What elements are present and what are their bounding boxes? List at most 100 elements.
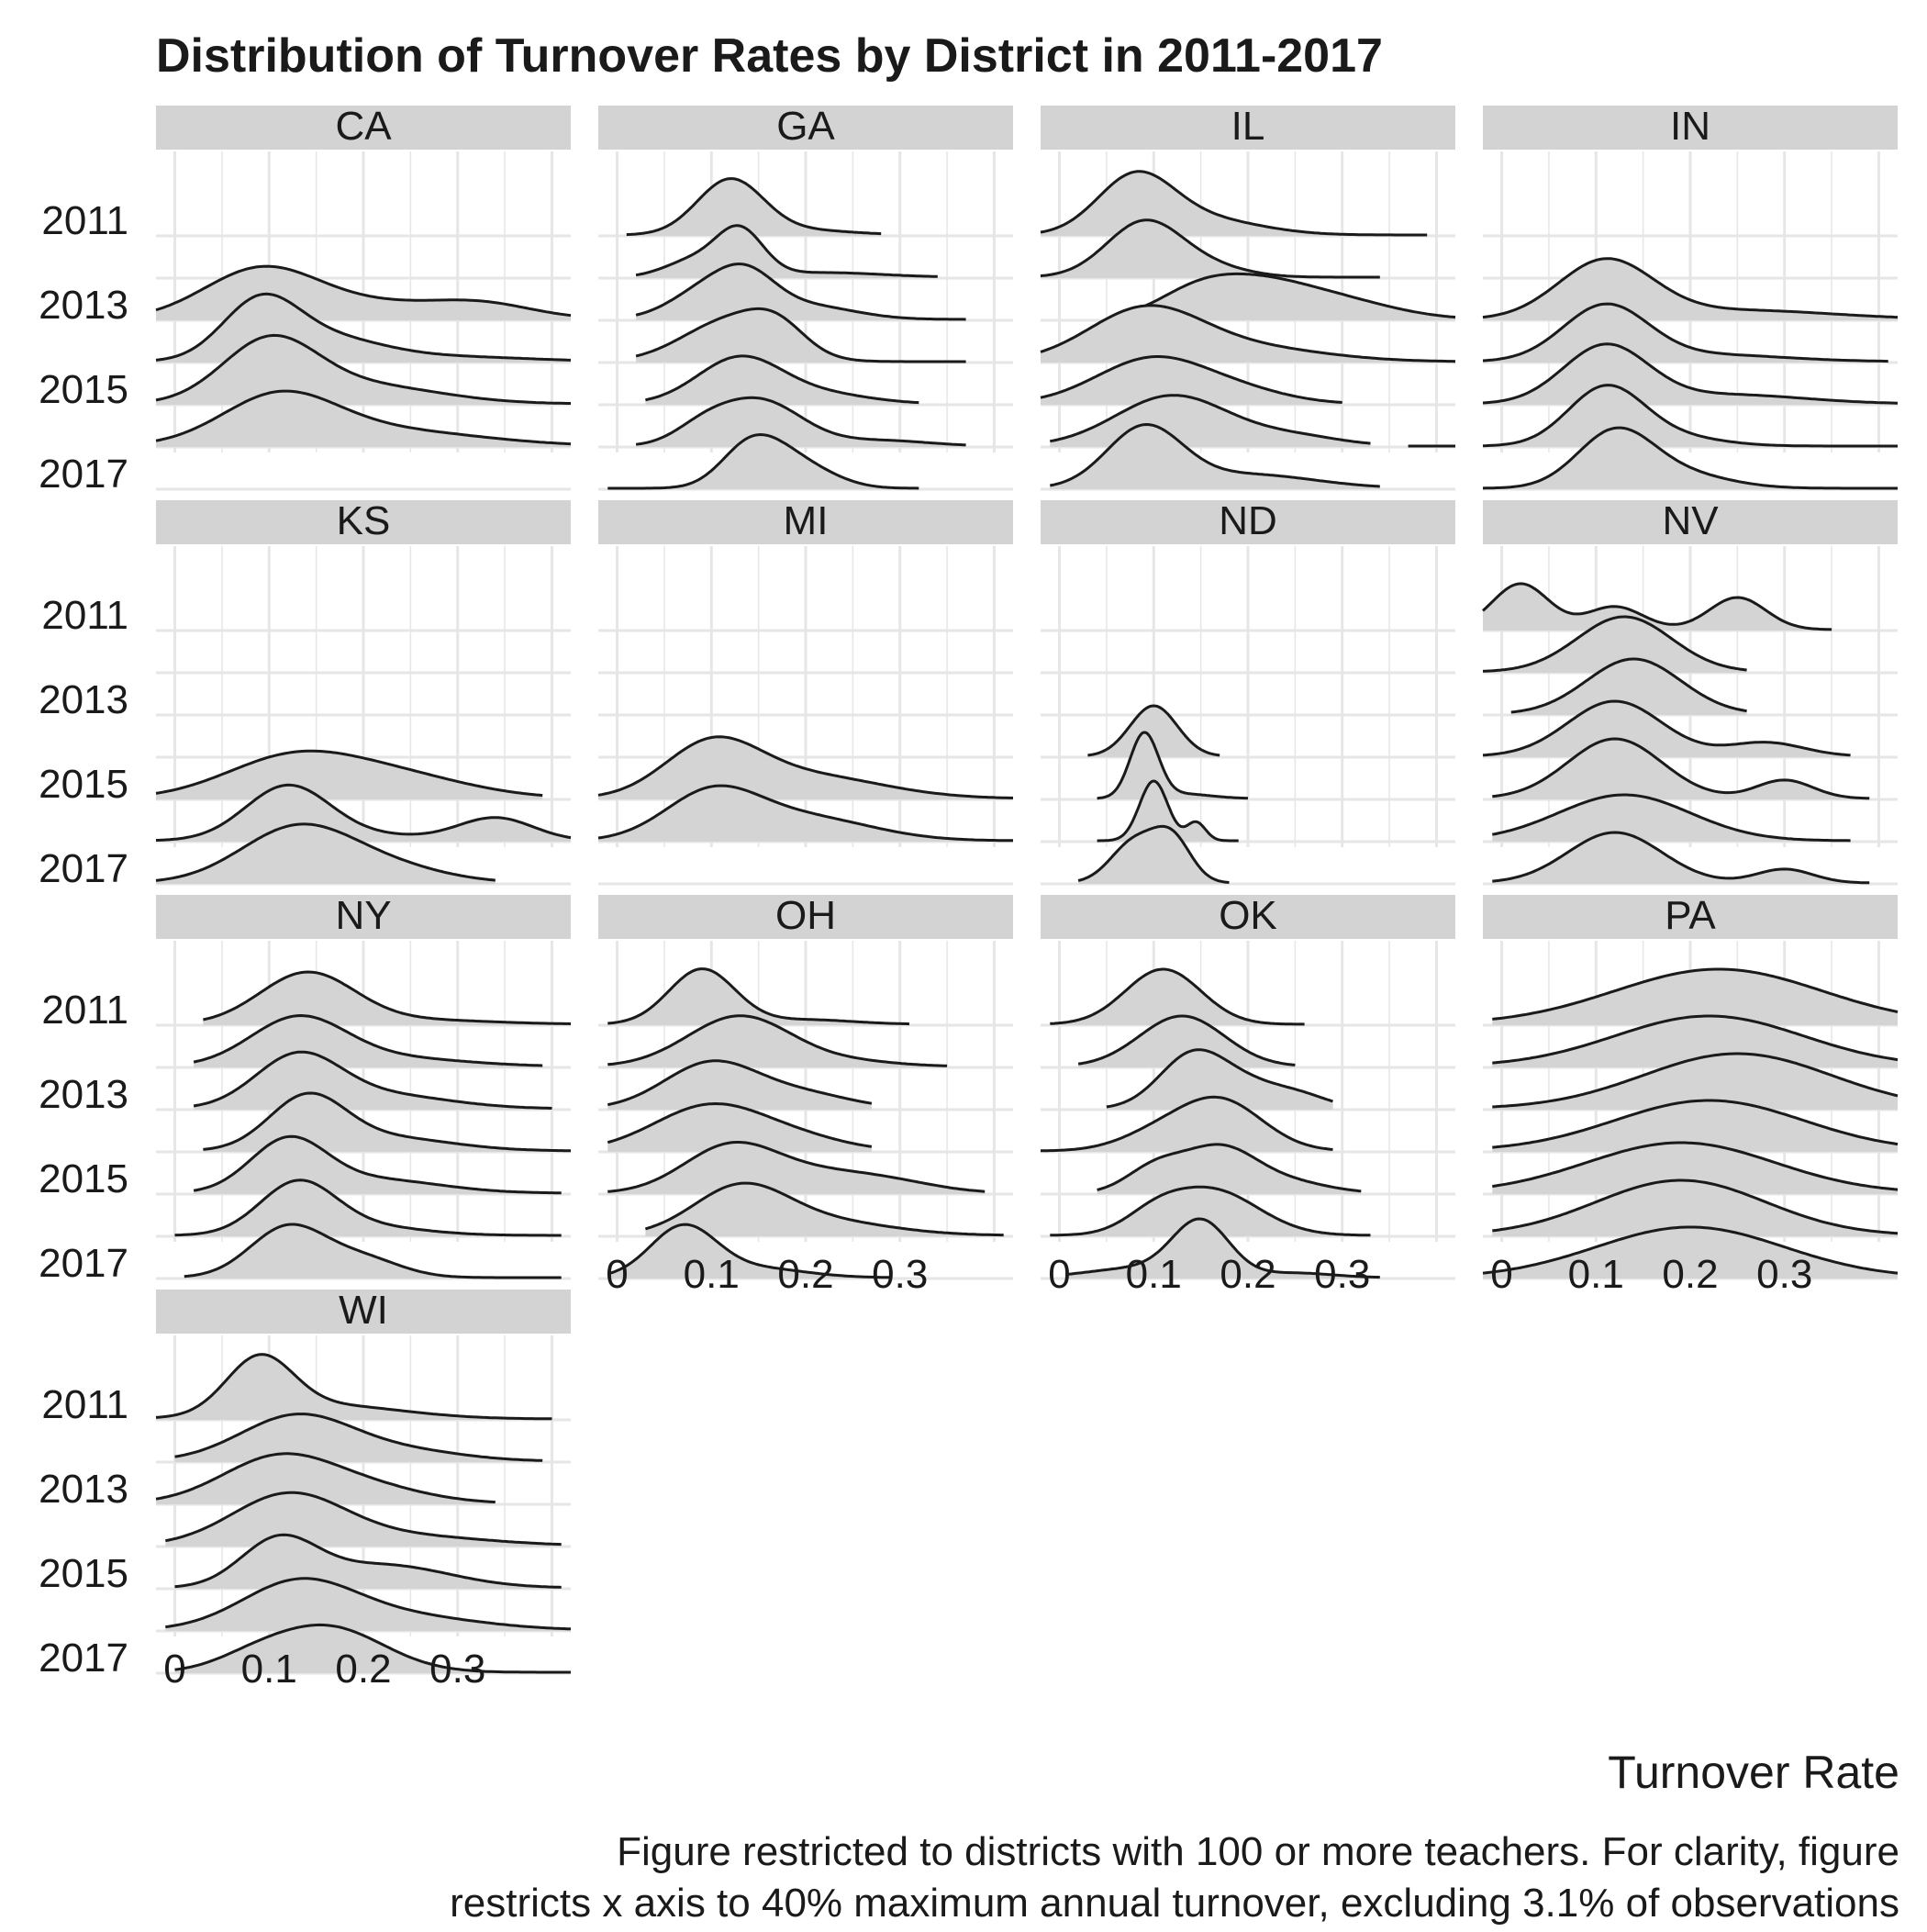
ridge-line-2015 xyxy=(1492,1141,1899,1191)
y-tick-label: 2017 xyxy=(39,846,128,891)
strip-background xyxy=(156,895,571,939)
ridge-area-2012 xyxy=(174,1413,543,1462)
ridge-area-2016 xyxy=(636,397,966,447)
ridge-area-2016 xyxy=(1097,781,1239,842)
ridge-line-2017 xyxy=(1492,831,1870,885)
ridge-line-2017 xyxy=(1050,422,1380,488)
panel-ga: GA xyxy=(598,104,1013,491)
strip-label: PA xyxy=(1665,893,1716,938)
ridge-line-2015 xyxy=(155,333,571,405)
ridge-line-2017 xyxy=(1077,824,1230,884)
strip-label: OK xyxy=(1219,893,1277,938)
ridge-area-2013 xyxy=(607,1060,872,1110)
ridge-area-2015 xyxy=(645,355,919,405)
ridge-area-2016 xyxy=(645,1183,1004,1236)
strip-background xyxy=(598,500,1013,544)
ridge-line-2017 xyxy=(1482,1225,1899,1275)
ridge-area-2011 xyxy=(626,178,882,236)
ridge-area-2016 xyxy=(598,786,1013,842)
ridge-area-2011 xyxy=(1050,969,1305,1025)
ridge-area-2011 xyxy=(1483,583,1832,631)
ridge-line-2016 xyxy=(174,1178,562,1237)
strip-background xyxy=(598,895,1013,939)
strip-label: CA xyxy=(335,104,392,149)
ridge-line-2016 xyxy=(597,784,1013,843)
ridge-line-2017 xyxy=(607,432,919,490)
ridge-line-2011 xyxy=(1492,967,1899,1021)
ridge-line-2013 xyxy=(1106,1048,1333,1109)
ridge-area-2014 xyxy=(1483,304,1888,363)
ridge-line-2014 xyxy=(165,1491,562,1547)
ridge-area-2012 xyxy=(607,1015,948,1067)
x-tick-label: 0 xyxy=(606,1252,628,1297)
ridge-line-2016 xyxy=(1492,1178,1899,1235)
ridge-area-2012 xyxy=(194,1015,543,1067)
x-tick-label: 0.2 xyxy=(777,1252,833,1297)
x-tick-label: 0.1 xyxy=(684,1252,740,1297)
ridge-line-2014 xyxy=(635,307,966,363)
strip-background xyxy=(1041,106,1455,150)
x-tick-label: 0.2 xyxy=(335,1647,391,1692)
ridge-area-2011 xyxy=(1041,171,1428,236)
y-tick-label: 2013 xyxy=(39,1467,128,1512)
ridge-line-2016 xyxy=(155,389,572,446)
ridge-line-2014 xyxy=(1492,1099,1899,1149)
chart-title: Distribution of Turnover Rates by Distri… xyxy=(156,29,1383,83)
ridge-area-2017 xyxy=(1483,1227,1898,1279)
y-tick-label: 2011 xyxy=(41,198,128,243)
ridge-line-2014 xyxy=(1041,1095,1333,1153)
panel-ok: OK 0 0.1 0.2 0.3 xyxy=(1041,893,1455,1297)
ridge-area-2015 xyxy=(607,1142,986,1194)
ridge-area-2016 xyxy=(156,391,571,447)
ridge-line-2014 xyxy=(607,1101,873,1148)
ridge-area-2014 xyxy=(1041,305,1455,363)
ridge-area-2012 xyxy=(1041,219,1380,278)
ridge-line-2014 xyxy=(1482,699,1851,757)
ridge-area-2017 xyxy=(1050,424,1380,489)
ridge-line-2017 xyxy=(1068,1217,1380,1279)
ridge-line-2013 xyxy=(1125,272,1456,319)
ridge-area-2014 xyxy=(165,1492,562,1547)
panel-nd: ND xyxy=(1041,498,1455,886)
ridge-area-2013 xyxy=(194,1052,552,1110)
ridge-area-2014 xyxy=(607,1103,872,1152)
ridge-line-2012 xyxy=(174,1413,543,1462)
ridge-area-2012 xyxy=(636,225,938,278)
ridge-line-2016 xyxy=(1097,779,1239,843)
ridge-area-2013 xyxy=(1125,274,1455,320)
y-tick-label: 2017 xyxy=(39,1636,128,1681)
ridge-line-2014 xyxy=(1087,704,1220,757)
ridge-line-2017 xyxy=(1482,426,1898,490)
x-tick-label: 0.3 xyxy=(429,1647,485,1692)
strip-label: KS xyxy=(337,498,391,543)
ridge-line-2015 xyxy=(155,749,543,798)
ridge-line-2015 xyxy=(1097,731,1249,800)
x-tick-label: 0.1 xyxy=(1568,1252,1624,1297)
ridge-line-2013 xyxy=(635,262,966,321)
ridge-area-2017 xyxy=(607,1224,891,1279)
ridge-area-2012 xyxy=(1483,617,1747,673)
ridge-area-2014 xyxy=(1492,1100,1898,1152)
ridge-area-2017 xyxy=(156,823,496,884)
y-tick-label: 2015 xyxy=(39,1156,128,1201)
ridge-area-2014 xyxy=(636,308,966,363)
ridge-area-2015 xyxy=(598,736,1013,799)
ridge-line-2014 xyxy=(155,292,572,362)
panel-in: IN xyxy=(1482,104,1899,491)
strip-background xyxy=(1483,106,1898,150)
ridge-area-2011 xyxy=(607,968,909,1025)
ridge-line-2013 xyxy=(1492,1052,1899,1109)
ridge-line-2015 xyxy=(597,735,1013,799)
strip-label: NY xyxy=(335,893,391,938)
y-tick-label: 2013 xyxy=(39,283,128,328)
ridge-line-2015 xyxy=(193,1134,562,1195)
ridge-line-2012 xyxy=(193,1013,543,1067)
strip-label: ND xyxy=(1219,498,1277,543)
y-tick-label: 2013 xyxy=(39,677,128,722)
x-tick-label: 0.1 xyxy=(1126,1252,1182,1297)
ridge-line-2015 xyxy=(1482,342,1899,405)
caption-line-1: Figure restricted to districts with 100 … xyxy=(617,1829,1899,1874)
ridge-line-2011 xyxy=(607,967,910,1026)
